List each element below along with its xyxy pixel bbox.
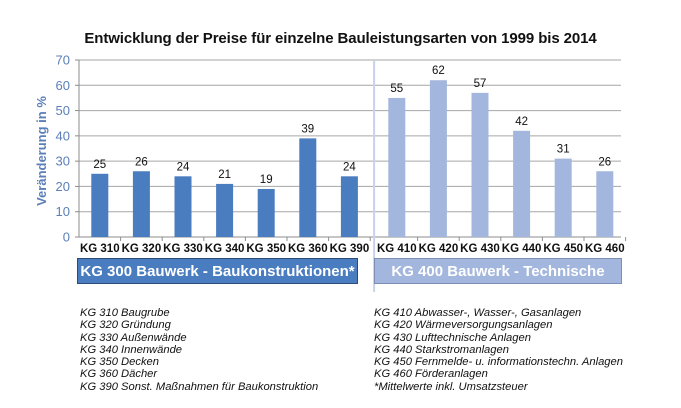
legend-kg400-item: KG 440 Starkstromanlagen xyxy=(374,343,509,356)
x-tick-label: KG 350 xyxy=(246,243,286,255)
x-tick-label: KG 410 xyxy=(377,243,417,255)
data-label: 24 xyxy=(177,161,190,173)
bar-kg-440 xyxy=(513,130,531,237)
legend-kg300-item: KG 310 Baugrube xyxy=(80,307,170,319)
bar-kg-360 xyxy=(299,138,317,237)
x-tick-label: KG 420 xyxy=(419,243,459,255)
bar-kg-450 xyxy=(554,158,572,237)
y-tick-label: 60 xyxy=(56,78,70,93)
legend-kg400-item: KG 430 Lufttechnische Anlagen xyxy=(374,331,531,344)
data-label: 57 xyxy=(474,78,487,90)
x-tick-label: KG 460 xyxy=(585,243,625,255)
bars: 25 26 24 21 19 39 24 55 62 57 42 31 26 xyxy=(91,65,614,237)
bar-kg-310 xyxy=(91,173,109,237)
legend-kg400-item: KG 450 Fernmelde- u. informationstechn. … xyxy=(374,356,623,369)
legend-kg300-item: KG 360 Dächer xyxy=(80,368,158,381)
x-tick-label: KG 440 xyxy=(502,243,542,255)
legend-kg400-item: KG 420 Wärmeversorgungsanlagen xyxy=(374,319,553,332)
chart-title: Entwicklung der Preise für einzelne Baul… xyxy=(84,30,597,47)
y-tick-label: 70 xyxy=(56,53,70,68)
legend-kg300-item: KG 320 Gründung xyxy=(80,319,171,332)
bar-kg-420 xyxy=(429,80,447,237)
legend-kg300-item: KG 390 Sonst. Maßnahmen für Baukonstrukt… xyxy=(80,380,319,393)
group-label-kg400: KG 400 Bauwerk - Technische Anlagen* xyxy=(374,258,622,306)
legend-kg400-item: *Mittelwerte inkl. Umsatzsteuer xyxy=(374,380,528,393)
x-tick-label: KG 390 xyxy=(330,243,370,255)
legend-kg300-item: KG 350 Decken xyxy=(80,356,159,369)
bar-kg-460 xyxy=(596,171,614,237)
x-tick-label: KG 320 xyxy=(122,243,162,255)
bar-kg-390 xyxy=(340,176,358,237)
x-tick-label: KG 360 xyxy=(288,243,328,255)
data-label: 26 xyxy=(598,156,611,168)
y-tick-label: 10 xyxy=(56,204,70,219)
data-label: 62 xyxy=(432,65,445,77)
legend-kg300-item: KG 330 Außenwände xyxy=(80,331,187,344)
data-label: 39 xyxy=(301,123,314,135)
legend-kg300-item: KG 340 Innenwände xyxy=(80,343,183,356)
data-label: 25 xyxy=(93,159,106,171)
bar-kg-430 xyxy=(471,92,489,237)
x-tick-label: KG 450 xyxy=(543,243,583,255)
bar-kg-320 xyxy=(132,171,150,237)
y-axis-ticks: 0 10 20 30 40 50 60 70 xyxy=(56,53,79,245)
bar-kg-350 xyxy=(257,188,275,237)
y-tick-label: 40 xyxy=(56,128,70,143)
x-tick-label: KG 330 xyxy=(163,243,203,255)
legend-kg400-item: KG 410 Abwasser-, Wasser-, Gasanlagen xyxy=(374,307,582,319)
x-tick-label: KG 430 xyxy=(460,243,500,255)
x-tick-label: KG 310 xyxy=(80,243,120,255)
legend-kg400-item: KG 460 Förderanlagen xyxy=(374,368,488,381)
data-label: 21 xyxy=(218,169,231,181)
legend-kg300: KG 310 Baugrube KG 320 Gründung KG 330 Auß… xyxy=(80,307,318,393)
data-label: 31 xyxy=(557,144,570,156)
data-label: 42 xyxy=(515,116,528,128)
y-axis-label: Veränderung in % xyxy=(34,96,49,206)
x-axis-ticks: KG 310 KG 320 KG 330 KG 340 KG 350 KG 360 KG 3… xyxy=(80,237,627,255)
x-tick-label: KG 340 xyxy=(205,243,245,255)
bar-kg-340 xyxy=(216,183,234,237)
group-label-kg300: KG 300 Bauwerk - Baukonstruktionen* xyxy=(77,258,358,284)
y-tick-label: 30 xyxy=(56,154,70,169)
data-label: 26 xyxy=(135,156,148,168)
data-label: 55 xyxy=(390,83,403,95)
y-tick-label: 50 xyxy=(56,103,70,118)
y-tick-label: 20 xyxy=(56,179,70,194)
bar-kg-330 xyxy=(174,176,192,237)
data-label: 19 xyxy=(260,174,273,186)
data-label: 24 xyxy=(343,161,356,173)
legend-kg400: KG 410 Abwasser-, Wasser-, Gasanlagen KG … xyxy=(374,307,623,393)
bar-kg-410 xyxy=(388,97,406,237)
y-tick-label: 0 xyxy=(63,230,70,245)
